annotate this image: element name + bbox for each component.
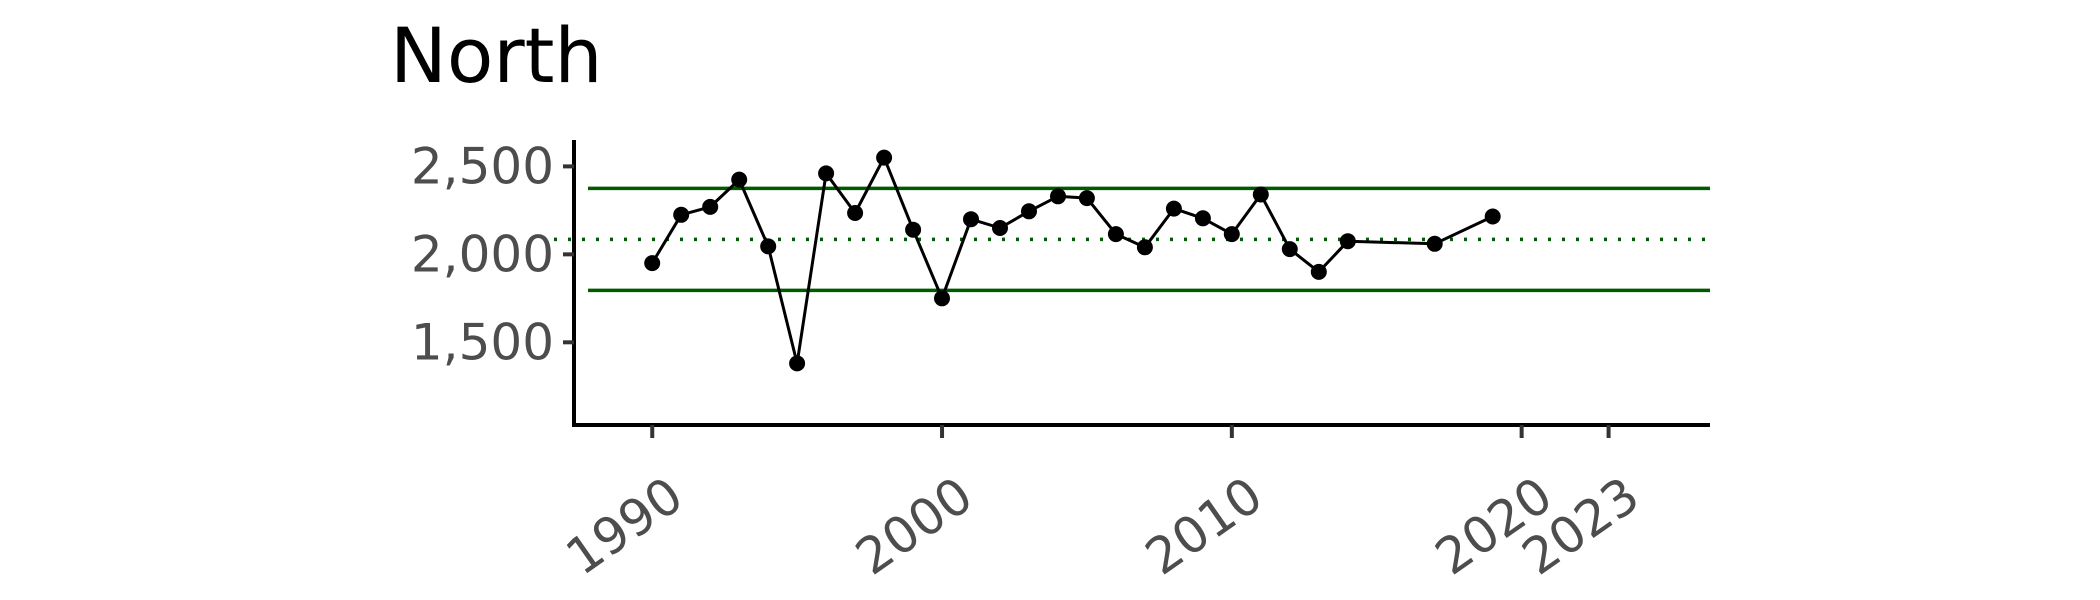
data-point-2008 [1165, 200, 1182, 217]
data-point-1997 [847, 205, 864, 221]
x-tick-label-2000: 2000 [845, 466, 983, 586]
y-tick-label-1500: 1,500 [411, 313, 554, 371]
data-point-1998 [876, 149, 893, 166]
chart-title: North [390, 11, 603, 100]
data-point-2010 [1223, 226, 1240, 243]
data-point-1990 [644, 255, 661, 272]
series-layer [644, 149, 1501, 372]
data-point-1999 [905, 221, 922, 238]
data-point-2017 [1426, 235, 1443, 252]
x-tick-label-1990: 1990 [556, 466, 694, 586]
data-point-2007 [1136, 239, 1153, 256]
data-point-1991 [673, 206, 690, 223]
x-tick-label-2010: 2010 [1135, 466, 1273, 586]
data-point-2005 [1078, 190, 1095, 207]
data-point-2001 [963, 211, 979, 228]
data-point-2004 [1050, 188, 1066, 205]
data-point-2011 [1252, 186, 1269, 203]
data-point-1994 [760, 238, 777, 255]
data-point-2009 [1194, 210, 1211, 227]
reference-lines [554, 186, 1710, 293]
data-point-2013 [1310, 263, 1327, 280]
data-point-2000 [934, 290, 950, 307]
data-point-2003 [1021, 203, 1037, 220]
data-point-2014 [1339, 233, 1356, 250]
data-point-1993 [731, 171, 748, 188]
data-point-2012 [1281, 241, 1298, 258]
data-point-2019 [1484, 208, 1501, 225]
data-point-1992 [702, 198, 719, 215]
y-tick-label-2500: 2,500 [411, 137, 554, 195]
data-point-1996 [818, 165, 835, 182]
data-point-2002 [992, 220, 1008, 236]
data-point-2006 [1107, 226, 1124, 243]
y-tick-label-2000: 2,000 [411, 225, 554, 283]
data-point-1995 [789, 355, 806, 372]
